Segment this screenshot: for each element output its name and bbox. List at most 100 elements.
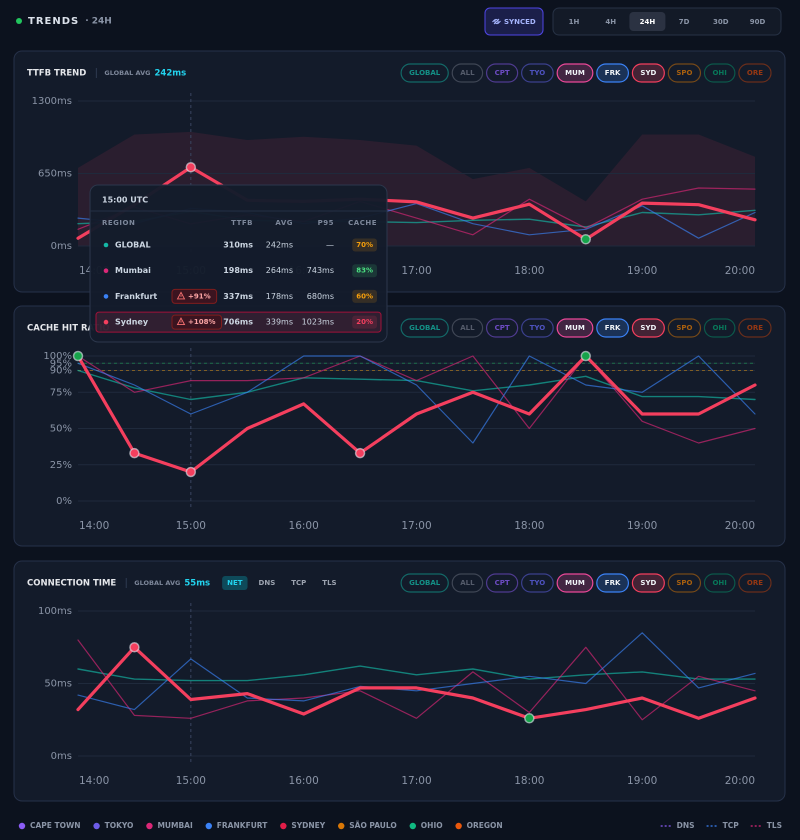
y-tick-label: 0% (56, 496, 72, 507)
y-tick-label: 75% (50, 387, 72, 398)
filter-chip[interactable] (485, 63, 519, 83)
filter-chip-label[interactable]: MUM (565, 69, 585, 77)
filter-chip[interactable] (667, 573, 702, 593)
legend-dot (93, 822, 100, 830)
range-button[interactable]: 30D (713, 18, 729, 26)
legend-dot (280, 822, 287, 830)
avg: 178ms (266, 292, 293, 301)
range-button[interactable]: 7D (679, 18, 690, 26)
tab[interactable]: NET (227, 579, 243, 587)
region-dot (103, 294, 109, 299)
region-dot (103, 319, 109, 325)
filter-chip[interactable] (485, 318, 519, 338)
tab-active[interactable] (222, 576, 248, 590)
x-tick-label: 16:00 (289, 520, 319, 532)
range-button[interactable]: 4H (605, 18, 616, 26)
filter-chip[interactable] (400, 63, 449, 83)
filter-chip[interactable] (400, 573, 449, 593)
x-tick-label: 17:00 (401, 775, 431, 787)
sync-button[interactable] (484, 7, 544, 36)
p95: 1023ms (302, 318, 334, 327)
legend-label: MUMBAI (157, 821, 193, 830)
filter-chip[interactable] (631, 573, 665, 593)
filter-chip-label[interactable]: GLOBAL (409, 324, 441, 332)
filter-chip-label[interactable]: ORE (747, 69, 763, 77)
filter-chip-label[interactable]: ORE (747, 324, 763, 332)
tooltip (89, 184, 388, 343)
range-button[interactable]: 24H (640, 18, 656, 26)
row-highlight (95, 311, 382, 333)
filter-chip-label[interactable]: CPT (495, 579, 510, 587)
cache: 70% (356, 241, 373, 249)
filter-chip-label[interactable]: TYO (530, 69, 546, 77)
filter-chip[interactable] (596, 318, 630, 338)
badge (171, 288, 218, 304)
filter-chip-label[interactable]: ALL (460, 69, 475, 77)
filter-chip-label[interactable]: MUM (565, 324, 585, 332)
range-active[interactable] (629, 12, 666, 31)
tab[interactable]: TLS (322, 579, 336, 587)
filter-chip[interactable] (556, 573, 594, 593)
filter-chip-label[interactable]: GLOBAL (409, 579, 441, 587)
filter-chip[interactable] (400, 318, 449, 338)
filter-chip[interactable] (596, 573, 630, 593)
filter-chip-label[interactable]: OHI (712, 324, 726, 332)
point-marker (580, 350, 591, 362)
filter-chip[interactable] (596, 63, 630, 83)
filter-chip[interactable] (738, 573, 772, 593)
filter-chip-label[interactable]: SPO (676, 69, 692, 77)
filter-chip-label[interactable]: ALL (460, 579, 475, 587)
filter-chip-label[interactable]: SYD (640, 579, 656, 587)
filter-chip[interactable] (631, 63, 665, 83)
stat-value: 242ms (154, 69, 186, 79)
filter-chip-label[interactable]: ALL (460, 324, 475, 332)
filter-chip-label[interactable]: OHI (712, 69, 726, 77)
filter-chip[interactable] (631, 318, 665, 338)
filter-chip-label[interactable]: CPT (495, 69, 510, 77)
filter-chip[interactable] (703, 63, 736, 83)
filter-chip-label[interactable]: FRK (605, 69, 621, 77)
filter-chip-label[interactable]: FRK (605, 579, 621, 587)
filter-chip-label[interactable]: ORE (747, 579, 763, 587)
filter-chip[interactable] (667, 318, 702, 338)
legend-label: OREGON (467, 821, 503, 830)
filter-chip-label[interactable]: OHI (712, 579, 726, 587)
filter-chip-label[interactable]: TYO (530, 324, 546, 332)
filter-chip-label[interactable]: SYD (640, 69, 656, 77)
legend-label: CAPE TOWN (30, 821, 81, 830)
filter-chip[interactable] (738, 63, 772, 83)
filter-chip[interactable] (521, 318, 554, 338)
filter-chip[interactable] (451, 63, 484, 83)
avg: 264ms (266, 266, 293, 275)
filter-chip[interactable] (703, 318, 736, 338)
filter-chip-label[interactable]: SYD (640, 324, 656, 332)
filter-chip[interactable] (703, 573, 736, 593)
filter-chip[interactable] (556, 318, 594, 338)
filter-chip[interactable] (521, 573, 554, 593)
filter-chip[interactable] (667, 63, 702, 83)
filter-chip-label[interactable]: SPO (676, 579, 692, 587)
range-button[interactable]: 90D (750, 18, 766, 26)
filter-chip-label[interactable]: TYO (530, 579, 546, 587)
filter-chip-label[interactable]: SPO (676, 324, 692, 332)
y-tick-label: 25% (50, 460, 72, 471)
filter-chip-label[interactable]: CPT (495, 324, 510, 332)
filter-chip[interactable] (738, 318, 772, 338)
tab[interactable]: TCP (291, 579, 306, 587)
filter-chip-label[interactable]: MUM (565, 579, 585, 587)
filter-chip-label[interactable]: FRK (605, 324, 621, 332)
legend-dot (455, 822, 462, 830)
p95: 680ms (307, 292, 334, 301)
cache-pill (352, 289, 377, 303)
filter-chip[interactable] (451, 573, 484, 593)
filter-chip[interactable] (521, 63, 554, 83)
filter-chip-label[interactable]: GLOBAL (409, 69, 441, 77)
tab[interactable]: DNS (259, 579, 276, 587)
filter-chip[interactable] (556, 63, 594, 83)
range-button[interactable]: 1H (569, 18, 580, 26)
region-dot (103, 242, 109, 248)
filter-chip[interactable] (451, 318, 484, 338)
tooltip-title: 15:00 UTC (102, 196, 148, 205)
filter-chip[interactable] (485, 573, 519, 593)
p95: — (326, 241, 334, 250)
